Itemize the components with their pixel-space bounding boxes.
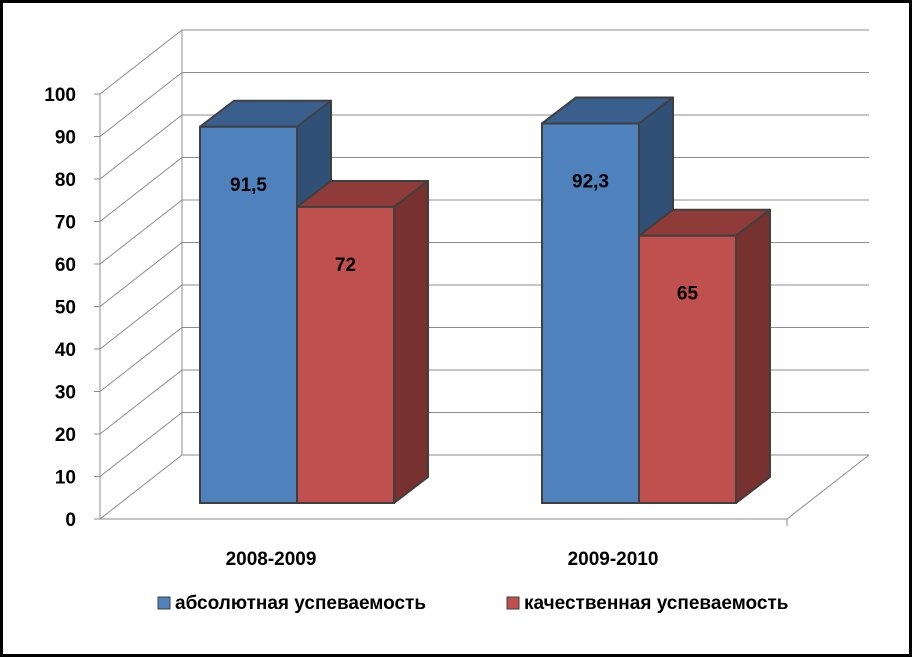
bar-quality-2008-2009: 72 (296, 179, 429, 504)
y-tick-label: 80 (55, 170, 76, 191)
data-label: 72 (335, 255, 356, 276)
x-category-label: 2009-2010 (568, 549, 659, 570)
bar-front-face (296, 205, 395, 504)
legend: абсолютная успеваемость качественная успе… (157, 593, 788, 614)
gridline (99, 29, 869, 95)
legend-label: качественная успеваемость (524, 593, 788, 614)
y-tick-label: 50 (55, 298, 76, 319)
x-axis-categories: 2008-2009 2009-2010 (226, 549, 659, 570)
legend-item: абсолютная успеваемость (157, 593, 426, 614)
legend-label: абсолютная успеваемость (175, 593, 426, 614)
data-label: 92,3 (572, 171, 609, 192)
y-axis-ticks: 0 10 20 30 40 50 60 70 80 90 100 (44, 85, 100, 531)
y-tick-label: 10 (55, 468, 76, 489)
y-tick-label: 70 (55, 213, 76, 234)
y-tick-label: 0 (65, 510, 76, 531)
bar-side-face (393, 179, 429, 504)
legend-swatch (157, 596, 171, 610)
gridline (99, 72, 869, 137)
chart-frame: 0 10 20 30 40 50 60 70 80 90 100 91,5 72 92,3 65 2008… (3, 3, 909, 654)
y-tick-label: 100 (44, 85, 76, 106)
bars: 91,5 72 92,3 65 (199, 96, 771, 505)
y-tick-label: 40 (55, 340, 76, 361)
bar-quality-2009-2010: 65 (638, 208, 771, 504)
x-category-label: 2008-2009 (226, 549, 317, 570)
data-label: 91,5 (230, 175, 267, 196)
y-tick-label: 30 (55, 383, 76, 404)
legend-item: качественная успеваемость (506, 593, 788, 614)
bar-side-face (735, 208, 771, 504)
bar-front-face (541, 122, 640, 504)
y-tick-label: 90 (55, 128, 76, 149)
y-tick-label: 60 (55, 255, 76, 276)
bar-chart: 0 10 20 30 40 50 60 70 80 90 100 91,5 72 92,3 65 2008… (44, 29, 870, 614)
bar-front-face (199, 125, 298, 505)
bar-front-face (638, 234, 737, 504)
y-tick-label: 20 (55, 425, 76, 446)
data-label: 65 (677, 284, 699, 305)
legend-swatch (506, 596, 520, 610)
